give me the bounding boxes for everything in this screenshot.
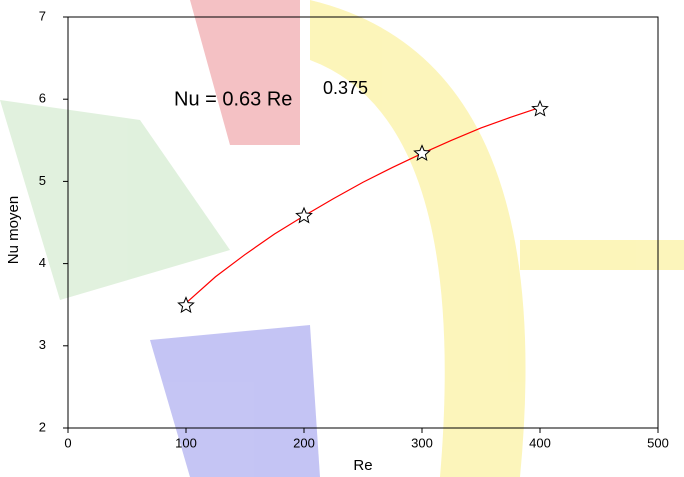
y-tick-label: 7 xyxy=(39,8,46,23)
data-point xyxy=(532,101,547,115)
data-point xyxy=(178,298,193,313)
y-tick-label: 3 xyxy=(39,337,46,352)
x-axis-label: Re xyxy=(353,457,372,474)
data-point xyxy=(296,208,311,223)
x-tick-label: 200 xyxy=(293,435,315,450)
x-tick-label: 500 xyxy=(647,435,669,450)
x-tick-label: 0 xyxy=(64,435,71,450)
watermark xyxy=(0,0,684,477)
y-tick-label: 6 xyxy=(39,91,46,106)
y-axis-label: Nu moyen xyxy=(5,196,22,264)
x-tick-label: 100 xyxy=(175,435,197,450)
annotation-exponent: 0.375 xyxy=(323,78,368,98)
y-tick-label: 4 xyxy=(39,255,46,270)
chart: Nu = 0.63 Re 0.375 Re Nu moyen 0 100 200 30… xyxy=(0,0,684,477)
y-tick-label: 2 xyxy=(39,419,46,434)
x-tick-label: 300 xyxy=(411,435,433,450)
y-tick-label: 5 xyxy=(39,173,46,188)
x-tick-label: 400 xyxy=(529,435,551,450)
annotation: Nu = 0.63 Re xyxy=(174,88,292,110)
